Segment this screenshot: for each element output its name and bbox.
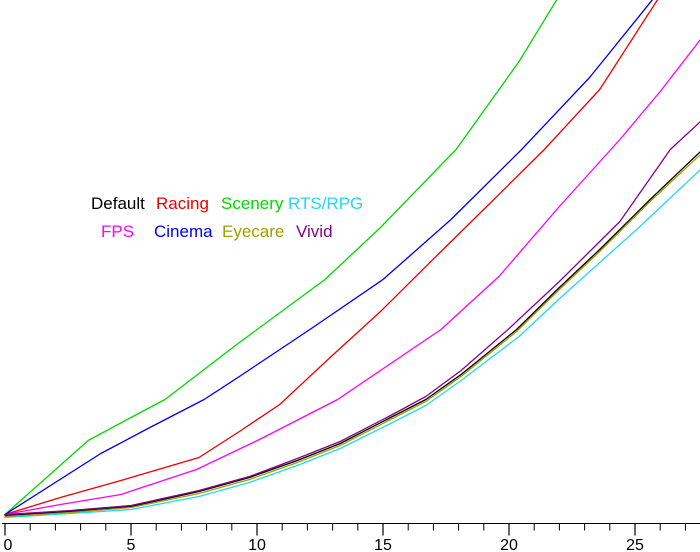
x-tick-label: 5 <box>127 537 136 552</box>
x-tick-label: 25 <box>626 537 644 552</box>
x-tick-label: 15 <box>374 537 392 552</box>
series-line-scenery <box>4 0 558 516</box>
series-line-rts-rpg <box>4 169 700 519</box>
series-line-vivid <box>4 121 700 516</box>
series-line-fps <box>4 39 700 516</box>
series-line-cinema <box>4 0 654 516</box>
series-line-default <box>4 151 700 517</box>
series-line-eyecare <box>4 154 700 518</box>
x-tick-label: 20 <box>500 537 518 552</box>
series-line-racing <box>4 0 659 516</box>
x-tick-label: 0 <box>4 537 13 552</box>
x-tick-label: 10 <box>248 537 266 552</box>
